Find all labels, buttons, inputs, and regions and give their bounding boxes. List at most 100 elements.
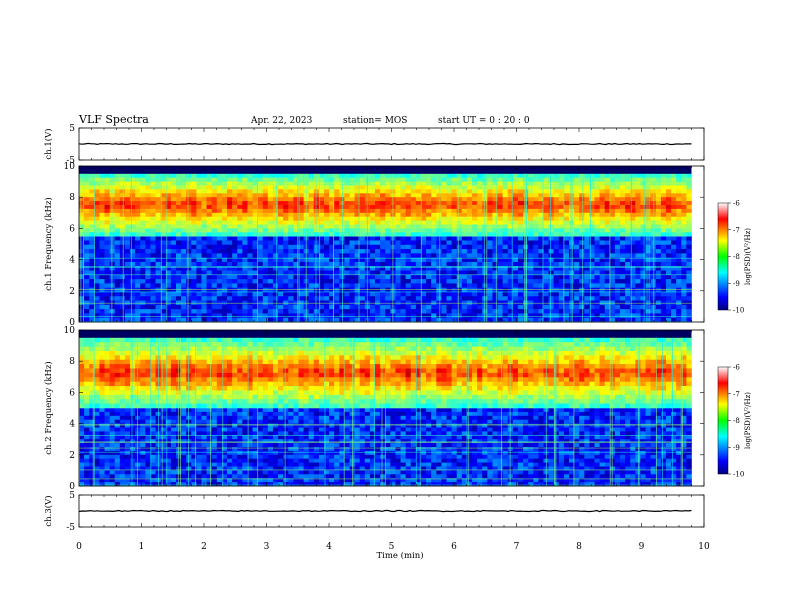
psd-cell-low: [288, 296, 294, 301]
psd-cell-low: [109, 478, 116, 483]
psd-cell-low: [109, 296, 116, 301]
psd-cell-low: [477, 266, 483, 271]
psd-cell-band: [472, 232, 478, 237]
psd-cell-band: [420, 193, 427, 198]
psd-cell-band: [339, 208, 345, 214]
psd-cell-low: [186, 236, 192, 241]
psd-cell-low: [635, 300, 641, 306]
psd-cell-low: [140, 304, 146, 310]
psd-cell-low: [170, 236, 177, 241]
psd-cell-band: [308, 228, 315, 233]
psd-cell-band: [620, 201, 626, 206]
psd-cell-low: [354, 249, 361, 254]
psd-cell-low: [278, 274, 284, 280]
psd-cell-band: [155, 205, 161, 210]
psd-cell-band: [339, 189, 345, 194]
psd-cell-band: [119, 173, 126, 178]
psd-cell-low: [369, 240, 376, 246]
psd-cell-band: [385, 177, 391, 182]
psd-cell-band: [395, 185, 401, 190]
psd-cell-low: [625, 266, 631, 271]
psd-cell-low: [635, 287, 641, 293]
psd-cell-low: [94, 431, 100, 436]
psd-cell-band: [482, 173, 488, 178]
psd-cell-band: [543, 181, 549, 186]
psd-cell-low: [267, 287, 274, 293]
psd-cell-band: [334, 208, 340, 214]
psd-cell-low: [456, 300, 463, 306]
psd-cell-band: [640, 181, 646, 186]
psd-cell-band: [553, 228, 560, 233]
psd-cell-band: [339, 205, 345, 210]
psd-cell-low: [574, 291, 580, 297]
psd-cell-low: [318, 274, 325, 280]
psd-cell-low: [140, 482, 146, 487]
psd-cell-low: [140, 266, 146, 271]
psd-cell-low: [94, 249, 100, 254]
psd-cell-low: [410, 270, 417, 276]
psd-cell-low: [262, 317, 269, 323]
psd-cell-band: [395, 205, 401, 210]
psd-cell-band: [339, 185, 345, 190]
psd-cell-band: [221, 232, 228, 237]
psd-cell-low: [461, 279, 468, 284]
psd-cell-band: [114, 173, 121, 178]
psd-cell-low: [517, 261, 524, 267]
psd-cell-low: [477, 274, 483, 280]
psd-cell-low: [507, 296, 514, 301]
psd-cell-low: [487, 240, 493, 246]
psd-cell-band: [609, 212, 616, 217]
psd-cell-band: [477, 189, 483, 194]
psd-cell-low: [579, 309, 585, 314]
psd-cell-band: [283, 232, 289, 237]
psd-cell-band: [359, 201, 366, 206]
psd-cell-band: [262, 197, 269, 202]
psd-cell-low: [170, 240, 177, 246]
psd-cell-band: [237, 193, 243, 198]
psd-cell-low: [206, 313, 212, 319]
psd-cell-low: [89, 423, 95, 428]
y-tick-label: 5: [69, 124, 75, 134]
psd-cell-low: [79, 236, 85, 241]
psd-cell-low: [614, 244, 621, 250]
psd-cell-band: [477, 201, 483, 206]
psd-cell-band: [313, 181, 320, 186]
psd-cell-band: [645, 181, 651, 186]
psd-cell-low: [349, 283, 355, 288]
psd-cell-band: [563, 232, 570, 237]
psd-cell-band: [369, 216, 376, 221]
psd-cell-low: [349, 296, 355, 301]
psd-cell-band: [130, 193, 136, 198]
psd-cell-low: [242, 236, 248, 241]
psd-cell-band: [313, 224, 320, 229]
psd-cell-low: [681, 296, 687, 301]
psd-cell-low: [170, 411, 177, 417]
psd-cell-band: [339, 181, 345, 186]
psd-cell-band: [170, 189, 177, 194]
psd-cell-band: [278, 173, 284, 178]
psd-cell-low: [671, 249, 677, 254]
psd-cell-band: [318, 189, 325, 194]
psd-cell-low: [227, 317, 233, 323]
psd-cell-low: [543, 266, 549, 271]
psd-cell-low: [395, 240, 401, 246]
psd-cell-band: [645, 220, 651, 225]
psd-cell-low: [400, 309, 406, 314]
psd-cell-band: [604, 193, 611, 198]
psd-cell-low: [686, 253, 692, 258]
psd-cell-low: [119, 300, 126, 306]
psd-cell-band: [359, 208, 366, 214]
psd-cell-low: [89, 283, 95, 288]
psd-cell-band: [441, 189, 447, 194]
psd-cell-low: [487, 291, 493, 297]
psd-cell-band: [441, 216, 447, 221]
psd-cell-band: [660, 193, 667, 198]
psd-cell-band: [635, 201, 641, 206]
psd-cell-low: [232, 309, 238, 314]
psd-cell-low: [461, 236, 468, 241]
psd-cell-low: [477, 270, 483, 276]
psd-cell-low: [84, 458, 90, 463]
psd-cell-low: [380, 283, 386, 288]
psd-cell-band: [109, 205, 116, 210]
psd-cell-low: [523, 279, 529, 284]
